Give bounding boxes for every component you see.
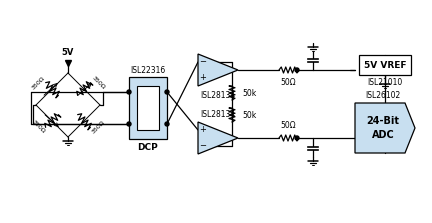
- Polygon shape: [355, 103, 415, 153]
- Polygon shape: [198, 54, 238, 86]
- Text: 50Ω: 50Ω: [280, 78, 296, 87]
- Polygon shape: [198, 122, 238, 154]
- Text: ISL28134: ISL28134: [200, 110, 235, 119]
- FancyBboxPatch shape: [359, 55, 411, 75]
- Text: ADC: ADC: [372, 130, 394, 140]
- Circle shape: [295, 68, 299, 72]
- Circle shape: [127, 122, 131, 126]
- Text: 350Ω: 350Ω: [90, 75, 105, 91]
- Text: 350Ω: 350Ω: [90, 119, 105, 135]
- Text: 50k: 50k: [242, 89, 256, 97]
- Text: ISL26102: ISL26102: [365, 91, 400, 100]
- Text: ISL21010: ISL21010: [367, 78, 403, 87]
- Text: 24-Bit: 24-Bit: [366, 116, 400, 126]
- Circle shape: [165, 122, 169, 126]
- Text: 350Ω: 350Ω: [30, 75, 46, 91]
- Text: −: −: [200, 142, 206, 151]
- Text: 350Ω: 350Ω: [30, 119, 46, 135]
- Text: DCP: DCP: [138, 143, 159, 152]
- Text: 5V VREF: 5V VREF: [364, 60, 406, 70]
- Text: 50Ω: 50Ω: [280, 121, 296, 130]
- Text: −: −: [200, 58, 206, 66]
- Text: 5V: 5V: [62, 48, 74, 57]
- Circle shape: [165, 90, 169, 94]
- Text: +: +: [200, 74, 206, 83]
- Circle shape: [295, 136, 299, 140]
- Text: +: +: [200, 126, 206, 134]
- Text: ISL22316: ISL22316: [130, 66, 165, 75]
- Polygon shape: [137, 86, 159, 130]
- Text: ISL28134: ISL28134: [200, 91, 235, 100]
- Circle shape: [127, 90, 131, 94]
- Polygon shape: [129, 77, 167, 139]
- Text: 50k: 50k: [242, 111, 256, 120]
